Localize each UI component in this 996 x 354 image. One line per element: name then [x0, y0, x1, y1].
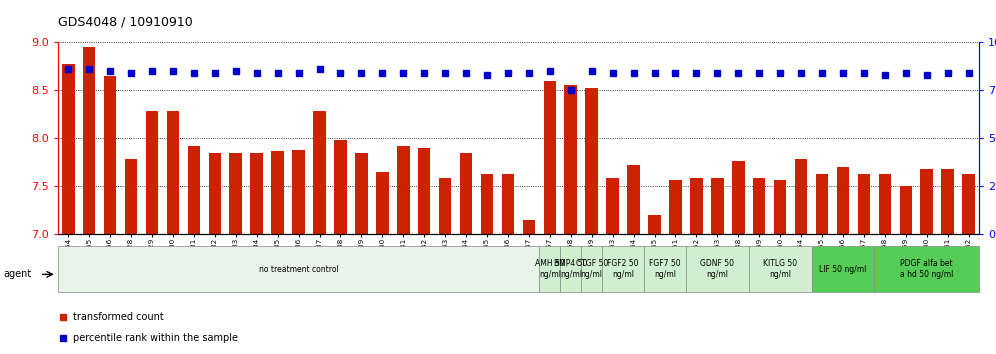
Text: GDS4048 / 10910910: GDS4048 / 10910910 [58, 16, 192, 29]
Bar [208, 153, 221, 234]
Text: GDNF 50
ng/ml: GDNF 50 ng/ml [700, 259, 734, 279]
Text: FGF7 50
ng/ml: FGF7 50 ng/ml [649, 259, 681, 279]
Text: CTGF 50
ng/ml: CTGF 50 ng/ml [576, 259, 608, 279]
Bar [586, 88, 598, 234]
Bar [582, 246, 603, 292]
Text: no treatment control: no treatment control [259, 264, 339, 274]
Bar [816, 175, 829, 234]
Bar [271, 152, 284, 234]
Bar [335, 140, 347, 234]
Bar [920, 169, 933, 234]
Bar [58, 246, 540, 292]
Text: transformed count: transformed count [73, 312, 163, 322]
Bar [795, 159, 808, 234]
Bar [187, 146, 200, 234]
Bar [644, 246, 686, 292]
Text: BMP4 50
ng/ml: BMP4 50 ng/ml [554, 259, 588, 279]
Bar [124, 159, 137, 234]
Bar [460, 153, 472, 234]
Bar [292, 149, 305, 234]
Bar [627, 165, 639, 234]
Text: AMH 50
ng/ml: AMH 50 ng/ml [535, 259, 565, 279]
Bar [418, 148, 430, 234]
Bar [166, 111, 179, 234]
Bar [941, 169, 954, 234]
Bar [439, 178, 451, 234]
Bar [523, 220, 535, 234]
Bar [250, 153, 263, 234]
Bar [356, 153, 368, 234]
Text: KITLG 50
ng/ml: KITLG 50 ng/ml [763, 259, 797, 279]
Bar [749, 246, 812, 292]
Bar [774, 180, 787, 234]
Bar [899, 186, 912, 234]
Bar [603, 246, 644, 292]
Bar [481, 175, 493, 234]
Bar [565, 85, 577, 234]
Bar [502, 175, 514, 234]
Bar [837, 167, 850, 234]
Bar [858, 175, 871, 234]
Bar [544, 81, 556, 234]
Bar [686, 246, 749, 292]
Bar [753, 178, 766, 234]
Bar [648, 215, 660, 234]
Bar [83, 47, 96, 234]
Text: percentile rank within the sample: percentile rank within the sample [73, 332, 238, 343]
Bar [561, 246, 582, 292]
Text: FGF2 50
ng/ml: FGF2 50 ng/ml [608, 259, 638, 279]
Bar [962, 175, 975, 234]
Text: LIF 50 ng/ml: LIF 50 ng/ml [820, 264, 867, 274]
Bar [540, 246, 561, 292]
Bar [229, 153, 242, 234]
Bar [732, 161, 745, 234]
Bar [104, 76, 117, 234]
Bar [874, 246, 979, 292]
Text: agent: agent [3, 269, 31, 279]
Bar [397, 146, 409, 234]
Bar [376, 172, 388, 234]
Bar [669, 180, 681, 234]
Bar [812, 246, 874, 292]
Bar [878, 175, 891, 234]
Bar [313, 111, 326, 234]
Bar [711, 178, 724, 234]
Bar [607, 178, 619, 234]
Text: PDGF alfa bet
a hd 50 ng/ml: PDGF alfa bet a hd 50 ng/ml [900, 259, 953, 279]
Bar [145, 111, 158, 234]
Bar [62, 63, 75, 234]
Bar [690, 178, 703, 234]
